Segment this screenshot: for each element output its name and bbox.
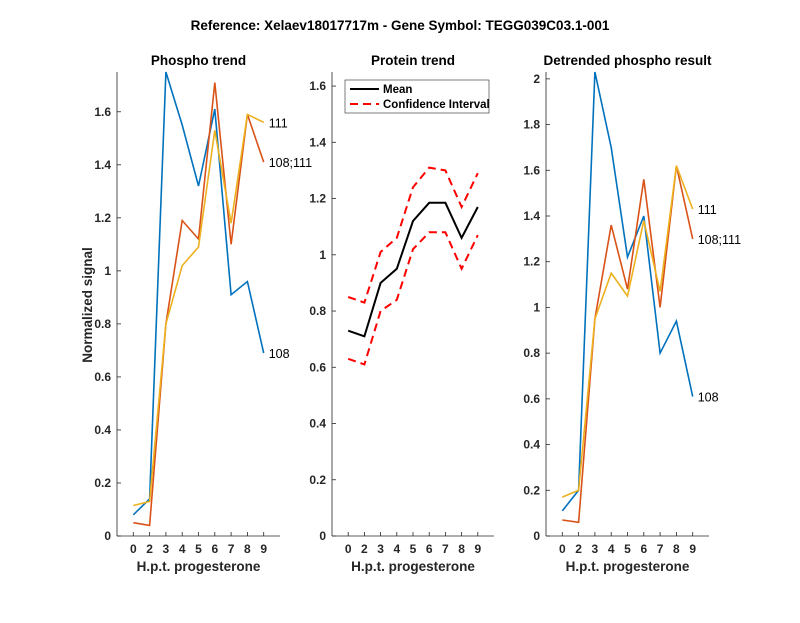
y-tick-label: 1.2 bbox=[309, 192, 326, 206]
series-line-mean bbox=[347, 201, 479, 338]
series-end-label: 108;111 bbox=[269, 156, 312, 170]
x-axis-label: H.p.t. progesterone bbox=[566, 559, 690, 574]
x-tick-label: 5 bbox=[195, 542, 202, 556]
y-tick-label: 0.2 bbox=[309, 473, 326, 487]
y-tick-label: 0.4 bbox=[94, 423, 111, 437]
y-tick-label: 1.6 bbox=[94, 105, 111, 119]
y-tick-label: 1.4 bbox=[309, 135, 326, 149]
y-tick-label: 0.8 bbox=[523, 346, 540, 360]
panel-2: 00.20.40.60.811.21.41.60 2 3 4 5 6 7 8 9Protein … bbox=[309, 53, 494, 574]
x-tick-label: 6 bbox=[640, 542, 647, 556]
figure-title: Reference: Xelaev18017717m - Gene Symbol… bbox=[191, 18, 610, 33]
x-tick-label: 2 bbox=[146, 542, 153, 556]
x-tick-label: 2 bbox=[575, 542, 582, 556]
series-line-108-111 bbox=[133, 82, 265, 527]
series-line-confidence-interval-lower- bbox=[347, 231, 479, 366]
x-tick-label: 7 bbox=[657, 542, 664, 556]
x-axis-label: H.p.t. progesterone bbox=[351, 559, 475, 574]
x-tick-label: 3 bbox=[377, 542, 384, 556]
y-tick-label: 0.6 bbox=[94, 370, 111, 384]
y-tick-label: 1.6 bbox=[309, 79, 326, 93]
x-tick-label: 6 bbox=[211, 542, 218, 556]
x-tick-label: 2 bbox=[361, 542, 368, 556]
y-tick-label: 0 bbox=[533, 529, 540, 543]
x-tick-label: 4 bbox=[393, 542, 400, 556]
y-tick-label: 0.6 bbox=[309, 360, 326, 374]
x-tick-label: 0 bbox=[559, 542, 566, 556]
x-tick-label: 0 bbox=[345, 542, 352, 556]
series-end-label: 111 bbox=[269, 116, 288, 130]
y-tick-label: 0.6 bbox=[523, 392, 540, 406]
y-tick-label: 0 bbox=[319, 529, 326, 543]
legend: Mean Confidence Interval bbox=[344, 79, 490, 114]
y-tick-label: 1 bbox=[533, 300, 540, 314]
x-tick-label: 6 bbox=[426, 542, 433, 556]
legend-box bbox=[344, 79, 490, 114]
panel-title: Protein trend bbox=[371, 53, 455, 68]
x-tick-label: 3 bbox=[592, 542, 599, 556]
y-tick-label: 0.2 bbox=[523, 483, 540, 497]
y-tick-label: 1.4 bbox=[523, 209, 540, 223]
y-tick-label: 1.2 bbox=[523, 255, 540, 269]
y-tick-label: 0.8 bbox=[309, 304, 326, 318]
x-tick-label: 9 bbox=[689, 542, 696, 556]
series-line-108-111 bbox=[562, 165, 694, 524]
y-tick-label: 2 bbox=[533, 72, 540, 86]
y-axis-label: Normalized signal bbox=[80, 247, 95, 363]
x-tick-label: 3 bbox=[163, 542, 170, 556]
x-tick-label: 7 bbox=[228, 542, 235, 556]
x-tick-label: 7 bbox=[442, 542, 449, 556]
y-tick-label: 1.4 bbox=[94, 158, 111, 172]
y-tick-label: 1.2 bbox=[94, 211, 111, 225]
x-tick-label: 8 bbox=[244, 542, 251, 556]
y-tick-label: 1.8 bbox=[523, 118, 540, 132]
y-tick-label: 0.4 bbox=[309, 417, 326, 431]
legend-label: Confidence Interval bbox=[383, 99, 490, 111]
series-line-111 bbox=[561, 165, 694, 498]
series-line-108 bbox=[132, 71, 265, 516]
y-tick-label: 0.2 bbox=[94, 476, 111, 490]
x-tick-label: 8 bbox=[458, 542, 465, 556]
panel-title: Detrended phospho result bbox=[543, 53, 712, 68]
y-tick-label: 0 bbox=[104, 529, 111, 543]
series-end-label: 111 bbox=[698, 203, 717, 217]
series-end-label: 108 bbox=[269, 347, 290, 361]
x-tick-label: 8 bbox=[673, 542, 680, 556]
panel-1: 00.20.40.60.811.21.41.60 2 3 4 5 6 7 8 9Phospho … bbox=[80, 53, 312, 574]
panel-3: 00.20.40.60.811.21.41.61.820 2 3 4 5 6 7 8 9Detr… bbox=[523, 53, 741, 574]
x-tick-label: 5 bbox=[410, 542, 417, 556]
series-line-108 bbox=[561, 71, 694, 512]
x-tick-label: 0 bbox=[130, 542, 137, 556]
x-tick-label: 9 bbox=[474, 542, 481, 556]
y-tick-label: 1.6 bbox=[523, 163, 540, 177]
series-end-label: 108;111 bbox=[698, 233, 741, 247]
legend-label: Mean bbox=[383, 84, 412, 96]
x-tick-label: 4 bbox=[179, 542, 186, 556]
x-axis-label: H.p.t. progesterone bbox=[137, 559, 261, 574]
y-tick-label: 0.8 bbox=[94, 317, 111, 331]
series-line-111 bbox=[133, 113, 265, 507]
y-tick-label: 1 bbox=[104, 264, 111, 278]
y-tick-label: 1 bbox=[319, 248, 326, 262]
x-tick-label: 9 bbox=[260, 542, 267, 556]
series-line-confidence-interval-upper- bbox=[347, 166, 479, 304]
panel-title: Phospho trend bbox=[151, 53, 246, 68]
series-end-label: 108 bbox=[698, 391, 719, 405]
x-tick-label: 5 bbox=[624, 542, 631, 556]
y-tick-label: 0.4 bbox=[523, 438, 540, 452]
x-tick-label: 4 bbox=[608, 542, 615, 556]
